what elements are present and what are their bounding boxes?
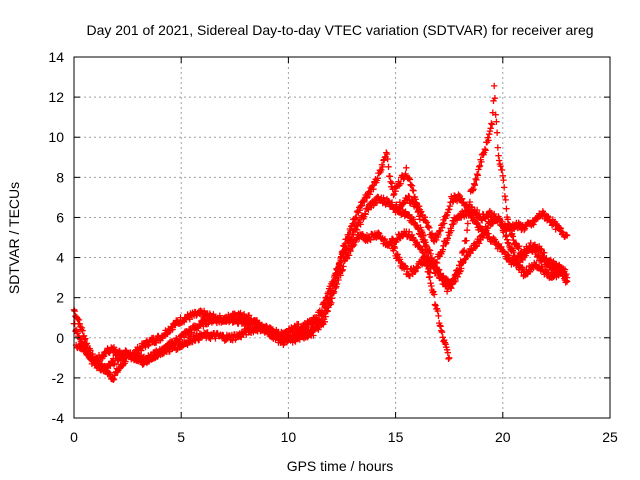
- y-tick-label: 8: [56, 169, 64, 185]
- marker-trace: [392, 191, 571, 286]
- series-trace-4: [388, 82, 569, 292]
- y-tick-label: -4: [52, 410, 65, 426]
- x-tick-label: 25: [602, 429, 618, 445]
- x-axis-label: GPS time / hours: [287, 458, 394, 474]
- y-tick-label: 14: [48, 49, 64, 65]
- y-tick-label: 0: [56, 330, 64, 346]
- series-trace-3: [72, 203, 571, 365]
- grid: [74, 57, 610, 418]
- marker-trace: [388, 82, 569, 292]
- y-axis-label: SDTVAR / TECUs: [6, 182, 22, 294]
- x-tick-label: 0: [70, 429, 78, 445]
- y-tick-label: 4: [56, 250, 64, 266]
- y-tick-label: -2: [52, 370, 65, 386]
- y-tick-label: 2: [56, 290, 64, 306]
- x-tick-label: 10: [281, 429, 297, 445]
- series-trace-5: [392, 191, 571, 286]
- plot-frame: [73, 56, 611, 419]
- x-tick-label: 20: [495, 429, 511, 445]
- chart-title: Day 201 of 2021, Sidereal Day-to-day VTE…: [86, 22, 593, 38]
- ticks: 0 5 10 15 20 25 -4 -2 0 2 4 6 8 10 12 14: [48, 49, 618, 445]
- x-tick-label: 5: [177, 429, 185, 445]
- y-tick-label: 12: [48, 89, 64, 105]
- y-tick-label: 10: [48, 129, 64, 145]
- x-tick-label: 15: [388, 429, 404, 445]
- y-tick-label: 6: [56, 209, 64, 225]
- marker-trace: [72, 203, 571, 365]
